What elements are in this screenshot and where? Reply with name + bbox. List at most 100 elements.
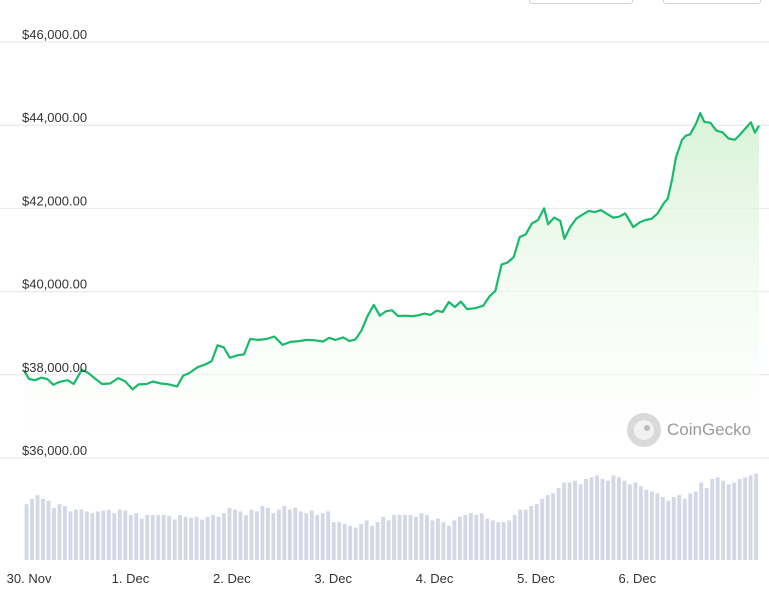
volume-bar: [90, 513, 95, 560]
volume-bar: [435, 518, 440, 560]
volume-bar: [419, 513, 424, 560]
volume-bar: [556, 488, 561, 560]
volume-bar: [677, 495, 682, 560]
volume-bar: [468, 513, 473, 560]
volume-bar: [178, 515, 183, 560]
volume-bar: [134, 513, 139, 560]
volume-bar: [452, 520, 457, 560]
volume-bar: [540, 498, 545, 560]
y-tick-label: $38,000.00: [22, 360, 87, 375]
volume-bar: [441, 522, 446, 560]
volume-bar: [287, 509, 292, 560]
volume-bar: [754, 473, 758, 560]
volume-bar: [271, 513, 276, 560]
volume-bar: [479, 513, 484, 560]
volume-bar: [222, 513, 226, 560]
volume-bar: [518, 509, 523, 560]
volume-bar: [611, 475, 616, 560]
volume-bar: [562, 482, 567, 560]
volume-bar: [649, 491, 654, 560]
volume-bar: [595, 475, 599, 560]
volume-bar: [298, 511, 303, 560]
volume-bar: [227, 507, 232, 560]
volume-bar: [95, 511, 100, 560]
volume-bar: [293, 507, 298, 560]
volume-bar: [156, 515, 161, 560]
volume-bar: [748, 475, 753, 560]
volume-bar: [309, 510, 314, 560]
volume-bar: [732, 482, 737, 560]
volume-bar: [638, 486, 643, 560]
volume-bar: [145, 515, 150, 560]
volume-bar: [737, 479, 742, 560]
volume-bar: [112, 513, 117, 560]
volume-bar: [254, 511, 259, 560]
volume-bar: [446, 525, 451, 560]
x-tick-label: 30. Nov: [7, 571, 52, 586]
volume-bar: [320, 513, 325, 560]
volume-bar: [326, 511, 331, 560]
volume-bar: [414, 516, 418, 560]
volume-bar: [211, 515, 215, 560]
volume-bar: [216, 516, 221, 560]
volume-bar: [205, 516, 210, 560]
y-axis-ticks: $36,000.00 $38,000.00 $40,000.00 $42,000.00…: [22, 27, 87, 458]
volume-bar: [359, 524, 364, 560]
volume-bar: [375, 522, 380, 560]
volume-bar: [660, 497, 665, 560]
y-tick-label: $42,000.00: [22, 193, 87, 208]
volume-bar: [485, 518, 490, 560]
volume-bar: [353, 527, 358, 560]
volume-bar: [276, 509, 281, 560]
volume-bar: [73, 509, 78, 560]
volume-bar: [715, 477, 720, 560]
volume-bar: [523, 509, 528, 560]
x-tick-label: 4. Dec: [416, 571, 454, 586]
volume-bar: [282, 506, 287, 560]
range-button-left[interactable]: [529, 0, 633, 4]
x-tick-label: 1. Dec: [112, 571, 150, 586]
volume-bar: [682, 498, 687, 560]
volume-bar: [315, 515, 320, 560]
volume-bar: [183, 516, 188, 560]
volume-bar: [704, 488, 709, 560]
volume-bar: [35, 495, 40, 560]
volume-bar: [244, 515, 248, 560]
range-button-right[interactable]: [663, 0, 761, 4]
volume-bar: [304, 513, 309, 560]
volume-bar: [463, 515, 468, 560]
volume-bar: [430, 520, 435, 560]
volume-bar: [496, 522, 501, 560]
volume-bar: [512, 515, 517, 560]
volume-bar: [106, 509, 111, 560]
volume-bar: [655, 493, 660, 560]
volume-bar: [233, 509, 237, 560]
volume-bar: [693, 491, 698, 560]
coingecko-logo-icon: [627, 413, 661, 447]
volume-bar: [644, 489, 649, 560]
volume-bar: [128, 515, 133, 560]
volume-bar: [161, 515, 166, 560]
volume-bar: [238, 511, 243, 560]
volume-bar: [501, 522, 506, 560]
volume-bar: [101, 510, 106, 560]
volume-bar: [117, 509, 122, 560]
y-tick-label: $36,000.00: [22, 443, 87, 458]
volume-bar: [200, 519, 205, 560]
volume-bar: [68, 511, 73, 560]
price-area: [23, 112, 760, 458]
x-tick-label: 3. Dec: [314, 571, 352, 586]
volume-bar: [545, 495, 550, 560]
volume-bar: [567, 482, 572, 560]
volume-bar: [584, 479, 588, 560]
volume-bar: [551, 493, 556, 560]
volume-bar: [167, 515, 172, 560]
volume-bar: [534, 504, 539, 560]
volume-bar: [189, 517, 194, 560]
volume-bar: [337, 522, 342, 560]
coingecko-watermark: CoinGecko: [627, 413, 751, 447]
volume-bar: [606, 480, 610, 560]
volume-bar: [342, 524, 347, 560]
volume-bar: [627, 484, 632, 560]
